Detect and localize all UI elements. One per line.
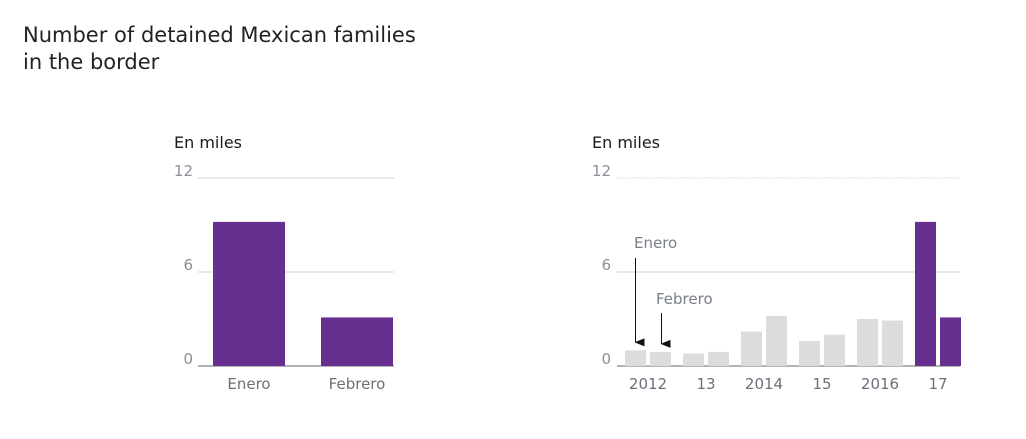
y-tick-label: 0 bbox=[183, 350, 193, 368]
bar bbox=[741, 331, 762, 366]
x-tick-label: 15 bbox=[812, 375, 831, 393]
bar bbox=[213, 221, 285, 366]
bar bbox=[321, 317, 393, 366]
bar bbox=[824, 334, 845, 366]
x-tick-label: Febrero bbox=[329, 375, 386, 393]
x-tick-label: 2016 bbox=[861, 375, 899, 393]
yearly-bar-chart: En miles 0 6 12 2012 13 2014 15 2016 17 Enero Febre… bbox=[592, 133, 961, 393]
page-title: Number of detained Mexican families in t… bbox=[23, 23, 416, 74]
bar bbox=[766, 315, 787, 366]
bar-highlight bbox=[915, 221, 936, 366]
unit-label: En miles bbox=[174, 133, 242, 152]
bar bbox=[683, 353, 704, 366]
bar bbox=[708, 351, 729, 366]
bar bbox=[799, 340, 820, 366]
y-tick-label: 12 bbox=[592, 162, 611, 180]
x-tick-label: 13 bbox=[696, 375, 715, 393]
y-tick-label: 6 bbox=[183, 256, 193, 274]
y-tick-label: 0 bbox=[601, 350, 611, 368]
y-tick-label: 6 bbox=[601, 256, 611, 274]
annotation-label: Febrero bbox=[656, 290, 713, 308]
unit-label: En miles bbox=[592, 133, 660, 152]
x-tick-label: 17 bbox=[928, 375, 947, 393]
monthly-bar-chart: En miles 0 6 12 Enero Febrero bbox=[174, 133, 394, 393]
x-tick-label: 2012 bbox=[629, 375, 667, 393]
bar bbox=[882, 320, 903, 366]
annotation-label: Enero bbox=[634, 234, 677, 252]
bar bbox=[857, 319, 878, 366]
bar bbox=[625, 350, 646, 366]
x-tick-label: Enero bbox=[227, 375, 270, 393]
y-tick-label: 12 bbox=[174, 162, 193, 180]
bar-highlight bbox=[940, 317, 961, 366]
bar bbox=[650, 351, 671, 366]
x-tick-label: 2014 bbox=[745, 375, 783, 393]
